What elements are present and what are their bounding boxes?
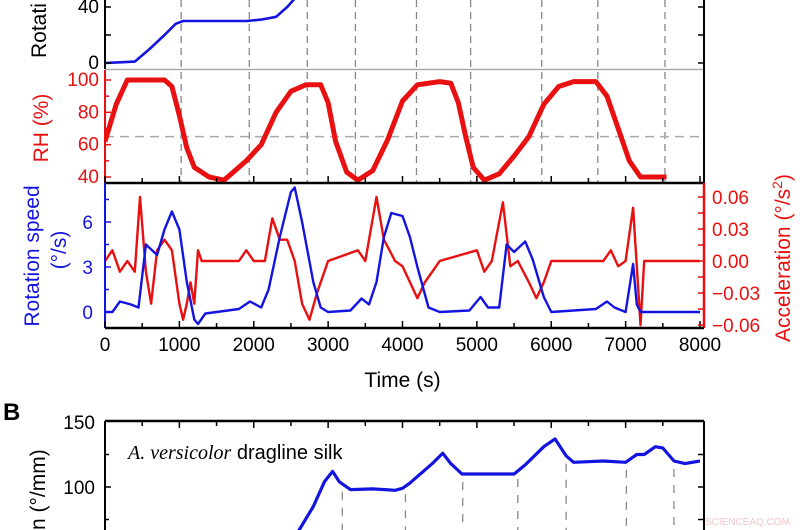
annotation: A. versicolor dragline silk (126, 442, 343, 464)
y-axis-label: n (°/mm) (27, 449, 50, 530)
x-tick-label: 0 (100, 335, 111, 356)
y-tick-label-right: −0.03 (712, 284, 760, 305)
x-axis-label: Time (s) (364, 369, 440, 392)
x-tick-label: 7000 (604, 335, 646, 356)
y-tick-label: 80 (78, 102, 99, 123)
rotation-line (105, 0, 296, 65)
y-tick-label: 40 (78, 167, 99, 188)
rh-line (105, 77, 667, 183)
y-tick-label-right: 0.03 (712, 220, 749, 241)
x-tick-label: 1000 (158, 335, 200, 356)
x-tick-label: 3000 (307, 335, 349, 356)
y-tick-label: 60 (78, 135, 99, 156)
y-tick-label-right: 0.06 (712, 188, 749, 209)
y-axis-label-left: Rotation speed (21, 185, 44, 326)
y-tick-label-left: 6 (82, 213, 93, 234)
y-axis-label-left-unit: (°/s) (48, 231, 71, 270)
rotation-speed-line (105, 186, 700, 326)
y-tick-label-right: 0.00 (712, 252, 749, 273)
acceleration-line (105, 195, 700, 327)
y-tick-label: 100 (63, 478, 95, 499)
twist-density-line (297, 437, 700, 530)
x-tick-label: 8000 (679, 335, 721, 356)
x-tick-label: 2000 (233, 335, 275, 356)
panel-label-b: B (3, 399, 20, 426)
y-tick-label: 150 (63, 413, 95, 434)
x-tick-label: 5000 (456, 335, 498, 356)
x-tick-label: 6000 (530, 335, 572, 356)
y-axis-label: RH (%) (30, 94, 53, 163)
y-axis-label-right: Acceleration (°/s2) (769, 174, 795, 342)
y-tick-label-right: −0.06 (712, 316, 760, 337)
y-tick-label: 40 (78, 0, 99, 18)
watermark: SCIENCEAQ.COM (705, 517, 790, 528)
y-tick-label-left: 0 (82, 303, 93, 324)
y-tick-label: 0 (88, 53, 99, 74)
x-tick-label: 4000 (381, 335, 423, 356)
y-tick-label-left: 3 (82, 258, 93, 279)
y-axis-label: Rotati (28, 3, 51, 58)
y-tick-label: 100 (67, 70, 99, 91)
